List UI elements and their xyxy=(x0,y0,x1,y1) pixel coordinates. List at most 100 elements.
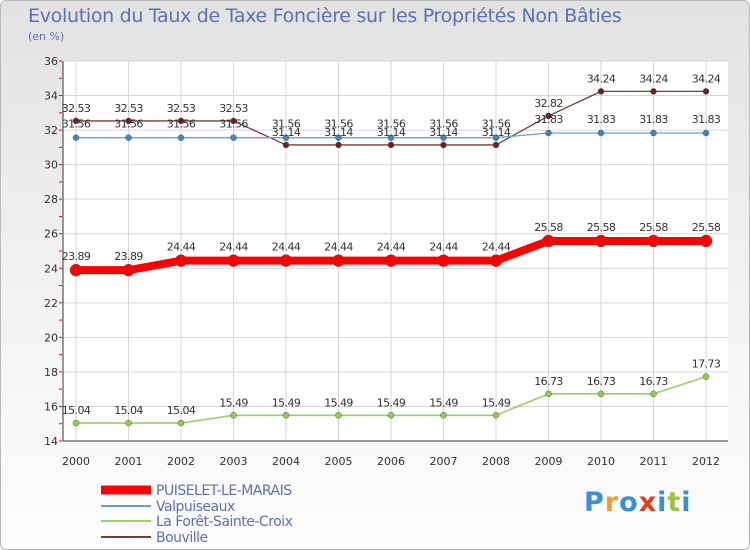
data-point xyxy=(650,390,657,398)
data-label: 15.04 xyxy=(62,404,91,417)
data-point xyxy=(545,112,552,120)
data-point xyxy=(125,134,132,141)
data-point xyxy=(650,129,657,137)
data-label: 15.49 xyxy=(324,396,353,409)
data-point xyxy=(279,254,293,267)
data-point xyxy=(597,390,605,398)
data-label: 31.14 xyxy=(272,126,301,139)
data-point xyxy=(177,134,185,141)
data-label: 25.58 xyxy=(692,221,721,234)
data-label: 16.73 xyxy=(587,375,616,388)
logo-letter: r xyxy=(604,487,620,518)
data-point xyxy=(545,390,552,398)
data-point xyxy=(594,234,608,248)
data-label: 24.44 xyxy=(272,241,301,254)
data-label: 25.58 xyxy=(587,221,616,234)
data-point xyxy=(227,254,240,267)
x-tick-label: 2005 xyxy=(325,455,353,468)
data-label: 15.49 xyxy=(482,396,511,409)
data-label: 15.04 xyxy=(167,404,196,417)
data-point xyxy=(440,412,447,419)
data-point xyxy=(69,263,83,277)
data-label: 34.24 xyxy=(639,72,668,85)
y-tick-label: 30 xyxy=(44,159,58,172)
x-tick-label: 2008 xyxy=(482,455,510,468)
data-point xyxy=(230,117,237,125)
data-point xyxy=(387,412,395,419)
data-label: 32.53 xyxy=(167,102,196,115)
y-tick-label: 16 xyxy=(44,400,58,413)
data-label: 16.73 xyxy=(639,375,668,388)
legend-label: La Forêt-Sainte-Croix xyxy=(156,514,293,530)
x-tick-label: 2001 xyxy=(115,455,143,468)
data-label: 24.44 xyxy=(377,241,406,254)
data-label: 24.44 xyxy=(482,241,511,254)
data-label: 25.58 xyxy=(639,221,668,234)
data-point xyxy=(72,134,80,141)
data-point xyxy=(437,254,450,267)
data-label: 15.49 xyxy=(377,396,406,409)
data-point xyxy=(489,254,503,267)
plot-area xyxy=(63,61,728,441)
data-point xyxy=(492,141,500,149)
data-label: 34.24 xyxy=(692,72,721,85)
logo-letter: i xyxy=(681,487,692,518)
data-label: 17.73 xyxy=(692,358,721,371)
data-label: 31.56 xyxy=(324,118,353,131)
x-tick-label: 2009 xyxy=(535,455,563,468)
data-point xyxy=(125,419,132,427)
legend-label: PUISELET-LE-MARAIS xyxy=(156,483,292,499)
data-point xyxy=(335,412,342,419)
legend-label: Valpuiseaux xyxy=(156,499,235,515)
data-point xyxy=(125,117,132,125)
data-point xyxy=(702,88,710,95)
data-label: 31.56 xyxy=(167,118,196,131)
data-point xyxy=(177,117,185,125)
data-point xyxy=(542,234,555,248)
x-tick-label: 2011 xyxy=(640,455,668,468)
data-label: 15.49 xyxy=(429,396,458,409)
logo-letter: x xyxy=(638,487,658,518)
data-point xyxy=(440,141,447,149)
data-label: 15.49 xyxy=(272,396,301,409)
data-point xyxy=(335,141,342,149)
data-label: 31.56 xyxy=(429,118,458,131)
data-label: 31.56 xyxy=(272,118,301,131)
data-point xyxy=(230,134,237,141)
x-tick-label: 2000 xyxy=(62,455,90,468)
data-point xyxy=(174,254,188,267)
data-point xyxy=(282,134,290,141)
y-tick-label: 14 xyxy=(44,435,58,448)
data-label: 31.14 xyxy=(324,126,353,139)
x-tick-label: 2012 xyxy=(692,455,720,468)
y-tick-label: 18 xyxy=(44,366,58,379)
data-point xyxy=(597,88,605,95)
data-point xyxy=(387,134,395,141)
data-label: 31.83 xyxy=(534,113,563,126)
y-tick-label: 26 xyxy=(44,228,58,241)
data-label: 31.14 xyxy=(377,126,406,139)
data-label: 24.44 xyxy=(219,241,248,254)
y-axis-unit: (en %) xyxy=(28,30,65,43)
data-label: 34.24 xyxy=(587,72,616,85)
data-point xyxy=(72,117,80,125)
data-label: 31.56 xyxy=(62,118,91,131)
data-point xyxy=(72,419,80,427)
data-point xyxy=(647,234,660,248)
data-label: 25.58 xyxy=(534,221,563,234)
y-tick-label: 36 xyxy=(44,55,58,68)
x-tick-label: 2007 xyxy=(430,455,458,468)
data-point xyxy=(492,134,500,141)
data-point xyxy=(122,263,135,277)
data-point xyxy=(702,373,710,380)
x-tick-label: 2002 xyxy=(167,455,195,468)
data-label: 31.83 xyxy=(587,113,616,126)
chart-title: Evolution du Taux de Taxe Foncière sur l… xyxy=(28,5,622,27)
data-label: 24.44 xyxy=(429,241,458,254)
x-tick-label: 2010 xyxy=(587,455,615,468)
data-point xyxy=(545,129,552,137)
data-label: 15.49 xyxy=(219,396,248,409)
y-tick-label: 32 xyxy=(44,124,58,137)
data-label: 31.56 xyxy=(219,118,248,131)
